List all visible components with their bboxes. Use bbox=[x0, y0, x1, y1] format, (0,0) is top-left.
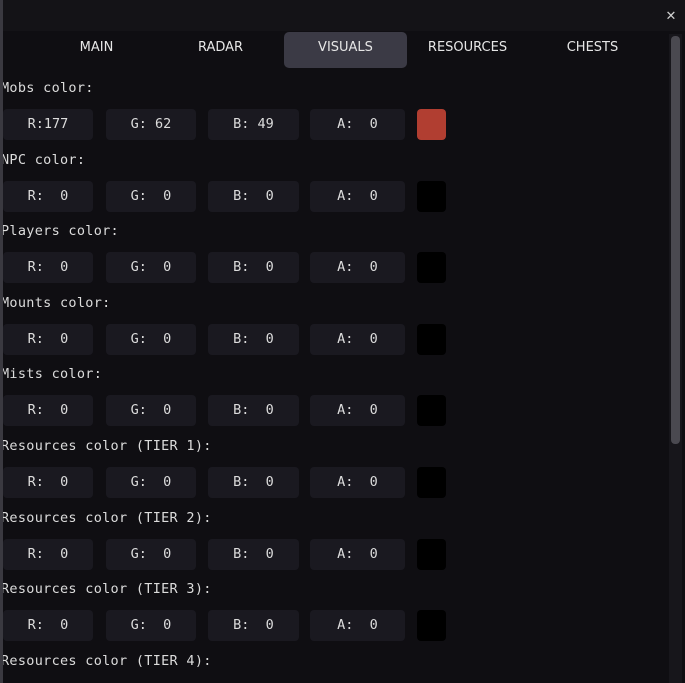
r-channel-input[interactable]: R:177 bbox=[3, 109, 93, 140]
tab-radar[interactable]: RADAR bbox=[197, 40, 244, 55]
close-icon[interactable]: ✕ bbox=[666, 5, 676, 24]
color-section: Resources color (TIER 3): R: 0 G: 0 B: 0 A: … bbox=[3, 573, 663, 645]
a-channel-input[interactable]: A: 0 bbox=[310, 395, 405, 427]
r-channel-input[interactable]: R: 0 bbox=[3, 467, 93, 498]
color-section: Resources color (TIER 1): R: 0 G: 0 B: 0 A: … bbox=[3, 430, 663, 502]
color-label: Mists color: bbox=[3, 366, 103, 383]
b-channel-input[interactable]: B: 0 bbox=[208, 395, 299, 427]
g-channel-input[interactable]: G: 62 bbox=[106, 109, 196, 140]
color-swatch[interactable] bbox=[417, 395, 446, 427]
b-channel-input[interactable]: B: 0 bbox=[208, 467, 299, 498]
color-label: Mounts color: bbox=[3, 294, 111, 311]
tab-bar: MAIN RADAR VISUALS RESOURCES CHESTS bbox=[35, 32, 655, 68]
visuals-panel: Mobs color: R:177 G: 62 B: 49 A: 0 NPC color:… bbox=[3, 72, 668, 683]
color-swatch[interactable] bbox=[417, 252, 446, 284]
a-channel-input[interactable]: A: 0 bbox=[310, 252, 405, 284]
color-label: Resources color (TIER 4): bbox=[3, 652, 212, 669]
r-channel-input[interactable]: R: 0 bbox=[3, 323, 93, 355]
color-swatch[interactable] bbox=[417, 467, 446, 498]
a-channel-input[interactable]: A: 0 bbox=[310, 323, 405, 355]
color-section: Mists color: R: 0 G: 0 B: 0 A: 0 bbox=[3, 358, 663, 430]
a-channel-input[interactable]: A: 0 bbox=[310, 180, 405, 212]
color-label: Resources color (TIER 2): bbox=[3, 509, 212, 526]
scrollbar[interactable] bbox=[669, 34, 682, 683]
color-swatch[interactable] bbox=[417, 180, 446, 212]
tab-main[interactable]: MAIN bbox=[79, 40, 114, 55]
tab-chests[interactable]: CHESTS bbox=[566, 40, 619, 55]
r-channel-input[interactable]: R: 0 bbox=[3, 395, 93, 427]
g-channel-input[interactable]: G: 0 bbox=[106, 323, 196, 355]
a-channel-input[interactable]: A: 0 bbox=[310, 610, 405, 642]
scrollbar-thumb[interactable] bbox=[671, 36, 680, 444]
b-channel-input[interactable]: B: 0 bbox=[208, 610, 299, 642]
r-channel-input[interactable]: R: 0 bbox=[3, 538, 93, 570]
color-section: Mobs color: R:177 G: 62 B: 49 A: 0 bbox=[3, 72, 663, 144]
b-channel-input[interactable]: B: 0 bbox=[208, 252, 299, 284]
b-channel-input[interactable]: B: 0 bbox=[208, 323, 299, 355]
color-section: Players color: R: 0 G: 0 B: 0 A: 0 bbox=[3, 215, 663, 287]
color-section: Resources color (TIER 2): R: 0 G: 0 B: 0 A: … bbox=[3, 502, 663, 574]
g-channel-input[interactable]: G: 0 bbox=[106, 610, 196, 642]
color-section: Resources color (TIER 4): bbox=[3, 645, 663, 683]
color-swatch[interactable] bbox=[417, 323, 446, 355]
a-channel-input[interactable]: A: 0 bbox=[310, 467, 405, 498]
g-channel-input[interactable]: G: 0 bbox=[106, 538, 196, 570]
color-section: Mounts color: R: 0 G: 0 B: 0 A: 0 bbox=[3, 287, 663, 359]
title-bar[interactable] bbox=[3, 0, 685, 31]
color-label: NPC color: bbox=[3, 151, 86, 168]
r-channel-input[interactable]: R: 0 bbox=[3, 180, 93, 212]
a-channel-input[interactable]: A: 0 bbox=[310, 538, 405, 570]
b-channel-input[interactable]: B: 0 bbox=[208, 180, 299, 212]
color-swatch[interactable] bbox=[417, 538, 446, 570]
g-channel-input[interactable]: G: 0 bbox=[106, 180, 196, 212]
g-channel-input[interactable]: G: 0 bbox=[106, 467, 196, 498]
tab-visuals[interactable]: VISUALS bbox=[284, 32, 407, 68]
b-channel-input[interactable]: B: 0 bbox=[208, 538, 299, 570]
b-channel-input[interactable]: B: 49 bbox=[208, 109, 299, 140]
color-swatch[interactable] bbox=[417, 610, 446, 642]
color-swatch[interactable] bbox=[417, 109, 446, 140]
r-channel-input[interactable]: R: 0 bbox=[3, 252, 93, 284]
color-label: Resources color (TIER 1): bbox=[3, 438, 212, 454]
tab-resources[interactable]: RESOURCES bbox=[427, 40, 508, 55]
color-label: Mobs color: bbox=[3, 80, 94, 96]
color-section: NPC color: R: 0 G: 0 B: 0 A: 0 bbox=[3, 144, 663, 216]
window-border bbox=[0, 0, 3, 683]
g-channel-input[interactable]: G: 0 bbox=[106, 252, 196, 284]
g-channel-input[interactable]: G: 0 bbox=[106, 395, 196, 427]
r-channel-input[interactable]: R: 0 bbox=[3, 610, 93, 642]
color-label: Resources color (TIER 3): bbox=[3, 581, 212, 598]
color-label: Players color: bbox=[3, 223, 119, 240]
a-channel-input[interactable]: A: 0 bbox=[310, 109, 405, 140]
